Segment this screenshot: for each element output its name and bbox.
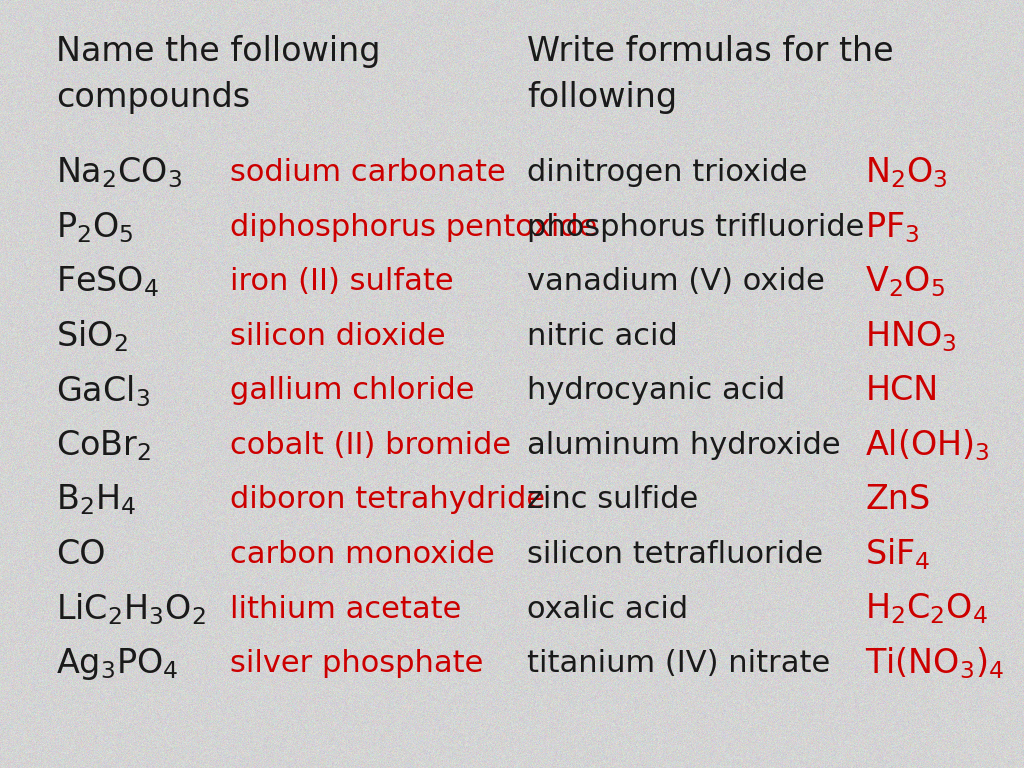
Text: silver phosphate: silver phosphate xyxy=(230,649,483,678)
Text: SiO$_2$: SiO$_2$ xyxy=(56,319,128,354)
Text: silicon dioxide: silicon dioxide xyxy=(230,322,446,351)
Text: GaCl$_3$: GaCl$_3$ xyxy=(56,373,151,409)
Text: Name the following
compounds: Name the following compounds xyxy=(56,35,381,114)
Text: FeSO$_4$: FeSO$_4$ xyxy=(56,264,160,300)
Text: N$_2$O$_3$: N$_2$O$_3$ xyxy=(865,155,948,190)
Text: V$_2$O$_5$: V$_2$O$_5$ xyxy=(865,264,945,300)
Text: cobalt (II) bromide: cobalt (II) bromide xyxy=(230,431,512,460)
Text: vanadium (V) oxide: vanadium (V) oxide xyxy=(527,267,825,296)
Text: oxalic acid: oxalic acid xyxy=(527,594,688,624)
Text: ZnS: ZnS xyxy=(865,484,931,516)
Text: Ti(NO$_3$)$_4$: Ti(NO$_3$)$_4$ xyxy=(865,646,1005,681)
Text: titanium (IV) nitrate: titanium (IV) nitrate xyxy=(527,649,830,678)
Text: Al(OH)$_3$: Al(OH)$_3$ xyxy=(865,428,990,463)
Text: B$_2$H$_4$: B$_2$H$_4$ xyxy=(56,482,136,518)
Text: LiC$_2$H$_3$O$_2$: LiC$_2$H$_3$O$_2$ xyxy=(56,591,206,627)
Text: iron (II) sulfate: iron (II) sulfate xyxy=(230,267,454,296)
Text: P$_2$O$_5$: P$_2$O$_5$ xyxy=(56,210,134,245)
Text: CoBr$_2$: CoBr$_2$ xyxy=(56,428,152,463)
Text: silicon tetrafluoride: silicon tetrafluoride xyxy=(527,540,823,569)
Text: lithium acetate: lithium acetate xyxy=(230,594,462,624)
Text: hydrocyanic acid: hydrocyanic acid xyxy=(527,376,785,406)
Text: H$_2$C$_2$O$_4$: H$_2$C$_2$O$_4$ xyxy=(865,591,988,627)
Text: sodium carbonate: sodium carbonate xyxy=(230,158,506,187)
Text: aluminum hydroxide: aluminum hydroxide xyxy=(527,431,841,460)
Text: SiF$_4$: SiF$_4$ xyxy=(865,537,931,572)
Text: HNO$_3$: HNO$_3$ xyxy=(865,319,956,354)
Text: phosphorus trifluoride: phosphorus trifluoride xyxy=(527,213,864,242)
Text: diphosphorus pentoxide: diphosphorus pentoxide xyxy=(230,213,598,242)
Text: CO: CO xyxy=(56,538,105,571)
Text: Ag$_3$PO$_4$: Ag$_3$PO$_4$ xyxy=(56,646,179,681)
Text: nitric acid: nitric acid xyxy=(527,322,678,351)
Text: zinc sulfide: zinc sulfide xyxy=(527,485,698,515)
Text: Na$_2$CO$_3$: Na$_2$CO$_3$ xyxy=(56,155,182,190)
Text: dinitrogen trioxide: dinitrogen trioxide xyxy=(527,158,808,187)
Text: PF$_3$: PF$_3$ xyxy=(865,210,920,245)
Text: Write formulas for the
following: Write formulas for the following xyxy=(527,35,894,114)
Text: HCN: HCN xyxy=(865,375,939,407)
Text: carbon monoxide: carbon monoxide xyxy=(230,540,496,569)
Text: gallium chloride: gallium chloride xyxy=(230,376,475,406)
Text: diboron tetrahydride: diboron tetrahydride xyxy=(230,485,546,515)
